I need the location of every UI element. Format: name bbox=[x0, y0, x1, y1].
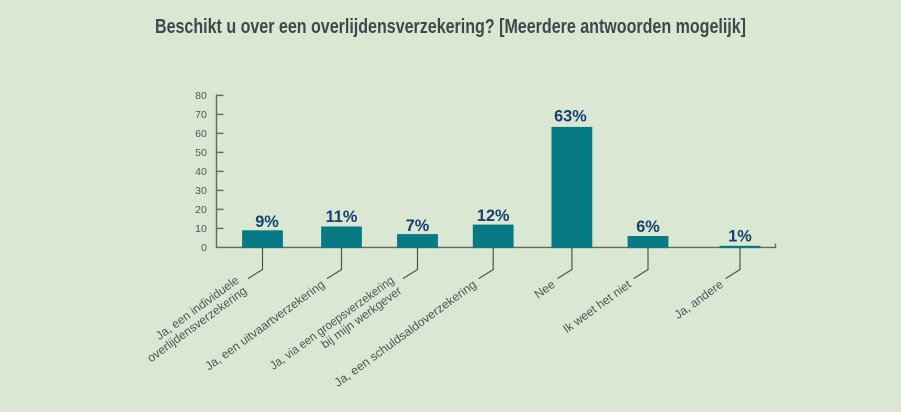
svg-text:20: 20 bbox=[195, 204, 207, 216]
svg-text:0: 0 bbox=[201, 242, 207, 254]
svg-text:40: 40 bbox=[195, 166, 207, 178]
svg-text:80: 80 bbox=[195, 90, 207, 102]
svg-text:11%: 11% bbox=[326, 208, 358, 226]
svg-text:6%: 6% bbox=[636, 218, 660, 236]
svg-text:Beschikt u over een overlijden: Beschikt u over een overlijdensverzekeri… bbox=[155, 15, 746, 38]
svg-text:10: 10 bbox=[195, 223, 207, 235]
svg-text:60: 60 bbox=[195, 128, 207, 140]
svg-text:9%: 9% bbox=[255, 213, 279, 231]
svg-text:7%: 7% bbox=[406, 217, 430, 235]
svg-text:1%: 1% bbox=[728, 228, 752, 246]
svg-text:70: 70 bbox=[195, 109, 207, 121]
svg-text:50: 50 bbox=[195, 147, 207, 159]
svg-text:30: 30 bbox=[195, 185, 207, 197]
svg-text:12%: 12% bbox=[477, 207, 510, 225]
svg-text:63%: 63% bbox=[554, 108, 587, 126]
